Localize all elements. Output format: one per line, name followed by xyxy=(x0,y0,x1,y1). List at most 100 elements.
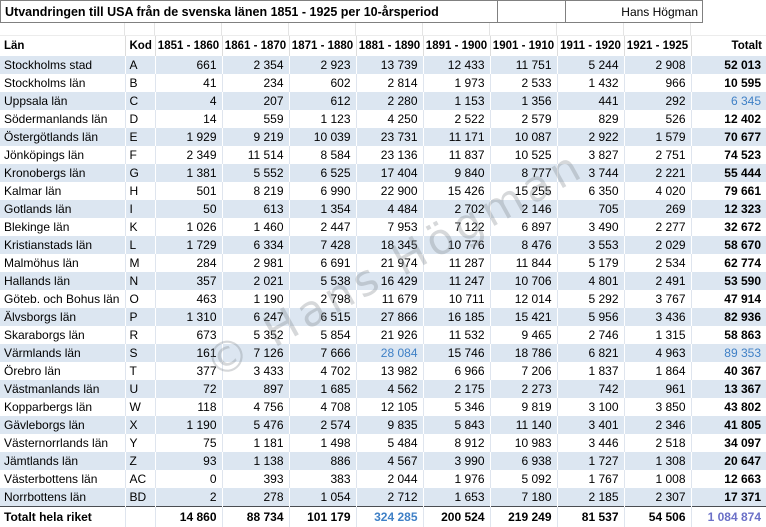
period-value-cell: 11 679 xyxy=(356,290,424,308)
period-value-cell: 3 850 xyxy=(624,398,692,416)
period-value-cell: 207 xyxy=(222,92,290,110)
period-value-cell: 4 756 xyxy=(222,398,290,416)
period-value-cell: 15 426 xyxy=(423,182,491,200)
period-value-cell: 4 801 xyxy=(557,272,625,290)
period-value-cell: 501 xyxy=(155,182,223,200)
period-value-cell: 10 039 xyxy=(289,128,357,146)
row-total-cell: 43 802 xyxy=(724,400,761,414)
period-value-cell: 2 702 xyxy=(423,200,491,218)
period-value-cell: 966 xyxy=(624,74,692,92)
period-value-cell: 12 433 xyxy=(423,56,491,74)
county-code-cell: P xyxy=(125,308,156,326)
column-header: Kod xyxy=(125,36,156,56)
county-name-cell: Göteb. och Bohus län xyxy=(0,290,126,308)
period-value-cell: 2 221 xyxy=(624,164,692,182)
column-header: 1871 - 1880 xyxy=(289,36,357,56)
period-value-cell: 27 866 xyxy=(356,308,424,326)
period-value-cell: 705 xyxy=(557,200,625,218)
period-value-cell: 377 xyxy=(155,362,223,380)
period-value-cell: 1 767 xyxy=(557,470,625,488)
period-value-cell: 2 534 xyxy=(624,254,692,272)
period-value-cell: 72 xyxy=(155,380,223,398)
row-total-cell: 55 444 xyxy=(691,164,766,182)
gridline-cell xyxy=(222,23,289,36)
period-value-cell: 75 xyxy=(155,434,223,452)
period-value-cell: 219 249 xyxy=(490,506,558,527)
column-header: Län xyxy=(0,36,126,56)
county-name-cell: Totalt hela riket xyxy=(0,506,126,527)
period-value-cell: 1 685 xyxy=(289,380,357,398)
row-total-cell: 6 345 xyxy=(691,92,766,110)
period-value-cell: 4 020 xyxy=(624,182,692,200)
county-name-cell: Skaraborgs län xyxy=(0,326,126,344)
period-value-cell: 6 334 xyxy=(222,236,290,254)
period-value-cell: 21 974 xyxy=(356,254,424,272)
table-row: Kristianstads län L 1 729 6 334 7 428 18 345 1… xyxy=(0,236,766,254)
author-name: Hans Högman xyxy=(565,0,703,23)
period-value-cell: 1 138 xyxy=(222,452,290,470)
row-total-cell: 58 670 xyxy=(691,236,766,254)
period-value-cell: 10 706 xyxy=(490,272,558,290)
period-value-cell: 7 666 xyxy=(289,344,357,362)
period-value-cell: 3 446 xyxy=(557,434,625,452)
period-value-cell: 23 731 xyxy=(356,128,424,146)
period-value-cell: 5 552 xyxy=(222,164,290,182)
period-value-cell: 16 429 xyxy=(356,272,424,290)
period-value-cell: 23 136 xyxy=(356,146,424,164)
period-value-cell: 897 xyxy=(222,380,290,398)
period-value-cell: 10 525 xyxy=(490,146,558,164)
period-value-cell: 9 819 xyxy=(490,398,558,416)
county-name-cell: Örebro län xyxy=(0,362,126,380)
period-value-cell: 13 739 xyxy=(356,56,424,74)
period-value-cell: 2 447 xyxy=(289,218,357,236)
period-value-cell: 2 273 xyxy=(490,380,558,398)
gridline-cell xyxy=(125,23,155,36)
period-value-cell: 526 xyxy=(624,110,692,128)
county-name-cell: Kalmar län xyxy=(0,182,126,200)
row-total-cell: 79 661 xyxy=(724,184,761,198)
county-name-cell: Norrbottens län xyxy=(0,488,126,507)
row-total-cell: 74 523 xyxy=(724,148,761,162)
county-code-cell: O xyxy=(125,290,156,308)
table-row: Västernorrlands län Y 75 1 181 1 498 5 484 8 9… xyxy=(0,434,766,452)
county-name-cell: Uppsala län xyxy=(0,92,126,110)
period-value-cell: 2 280 xyxy=(356,92,424,110)
table-row: Malmöhus län M 284 2 981 6 691 21 974 11 287 11… xyxy=(0,254,766,272)
period-value-cell: 559 xyxy=(222,110,290,128)
period-value-cell: 7 126 xyxy=(222,344,290,362)
period-value-cell: 1 432 xyxy=(557,74,625,92)
row-total-cell: 34 097 xyxy=(724,436,761,450)
period-value-cell: 6 938 xyxy=(490,452,558,470)
gridline-cell xyxy=(624,23,691,36)
row-total-cell: 70 677 xyxy=(691,128,766,146)
period-value-cell: 3 827 xyxy=(557,146,625,164)
period-value-cell: 2 922 xyxy=(557,128,625,146)
period-value-cell: 5 179 xyxy=(557,254,625,272)
period-value-cell: 1 190 xyxy=(222,290,290,308)
period-value-cell: 3 990 xyxy=(423,452,491,470)
period-value-cell: 2 021 xyxy=(222,272,290,290)
period-value-cell: 284 xyxy=(155,254,223,272)
period-value-cell: 1 973 xyxy=(423,74,491,92)
period-value-cell: 9 465 xyxy=(490,326,558,344)
period-value-cell: 11 247 xyxy=(423,272,491,290)
gridline-cell xyxy=(423,23,490,36)
period-value-cell: 292 xyxy=(624,92,692,110)
gridline-cell xyxy=(0,23,125,36)
period-value-cell: 41 xyxy=(155,74,223,92)
county-name-cell: Västmanlands län xyxy=(0,380,126,398)
period-value-cell: 28 084 xyxy=(356,344,424,362)
period-value-cell: 11 140 xyxy=(490,416,558,434)
row-total-cell: 58 863 xyxy=(724,328,761,342)
column-header: 1861 - 1870 xyxy=(222,36,290,56)
period-value-cell: 8 476 xyxy=(490,236,558,254)
period-value-cell: 88 734 xyxy=(222,506,290,527)
county-code-cell: G xyxy=(125,164,156,182)
period-value-cell: 1 054 xyxy=(289,488,357,507)
column-header: 1851 - 1860 xyxy=(155,36,223,56)
county-code-cell: I xyxy=(125,200,156,218)
period-value-cell: 1 123 xyxy=(289,110,357,128)
column-header: 1881 - 1890 xyxy=(356,36,424,56)
county-name-cell: Jönköpings län xyxy=(0,146,126,164)
